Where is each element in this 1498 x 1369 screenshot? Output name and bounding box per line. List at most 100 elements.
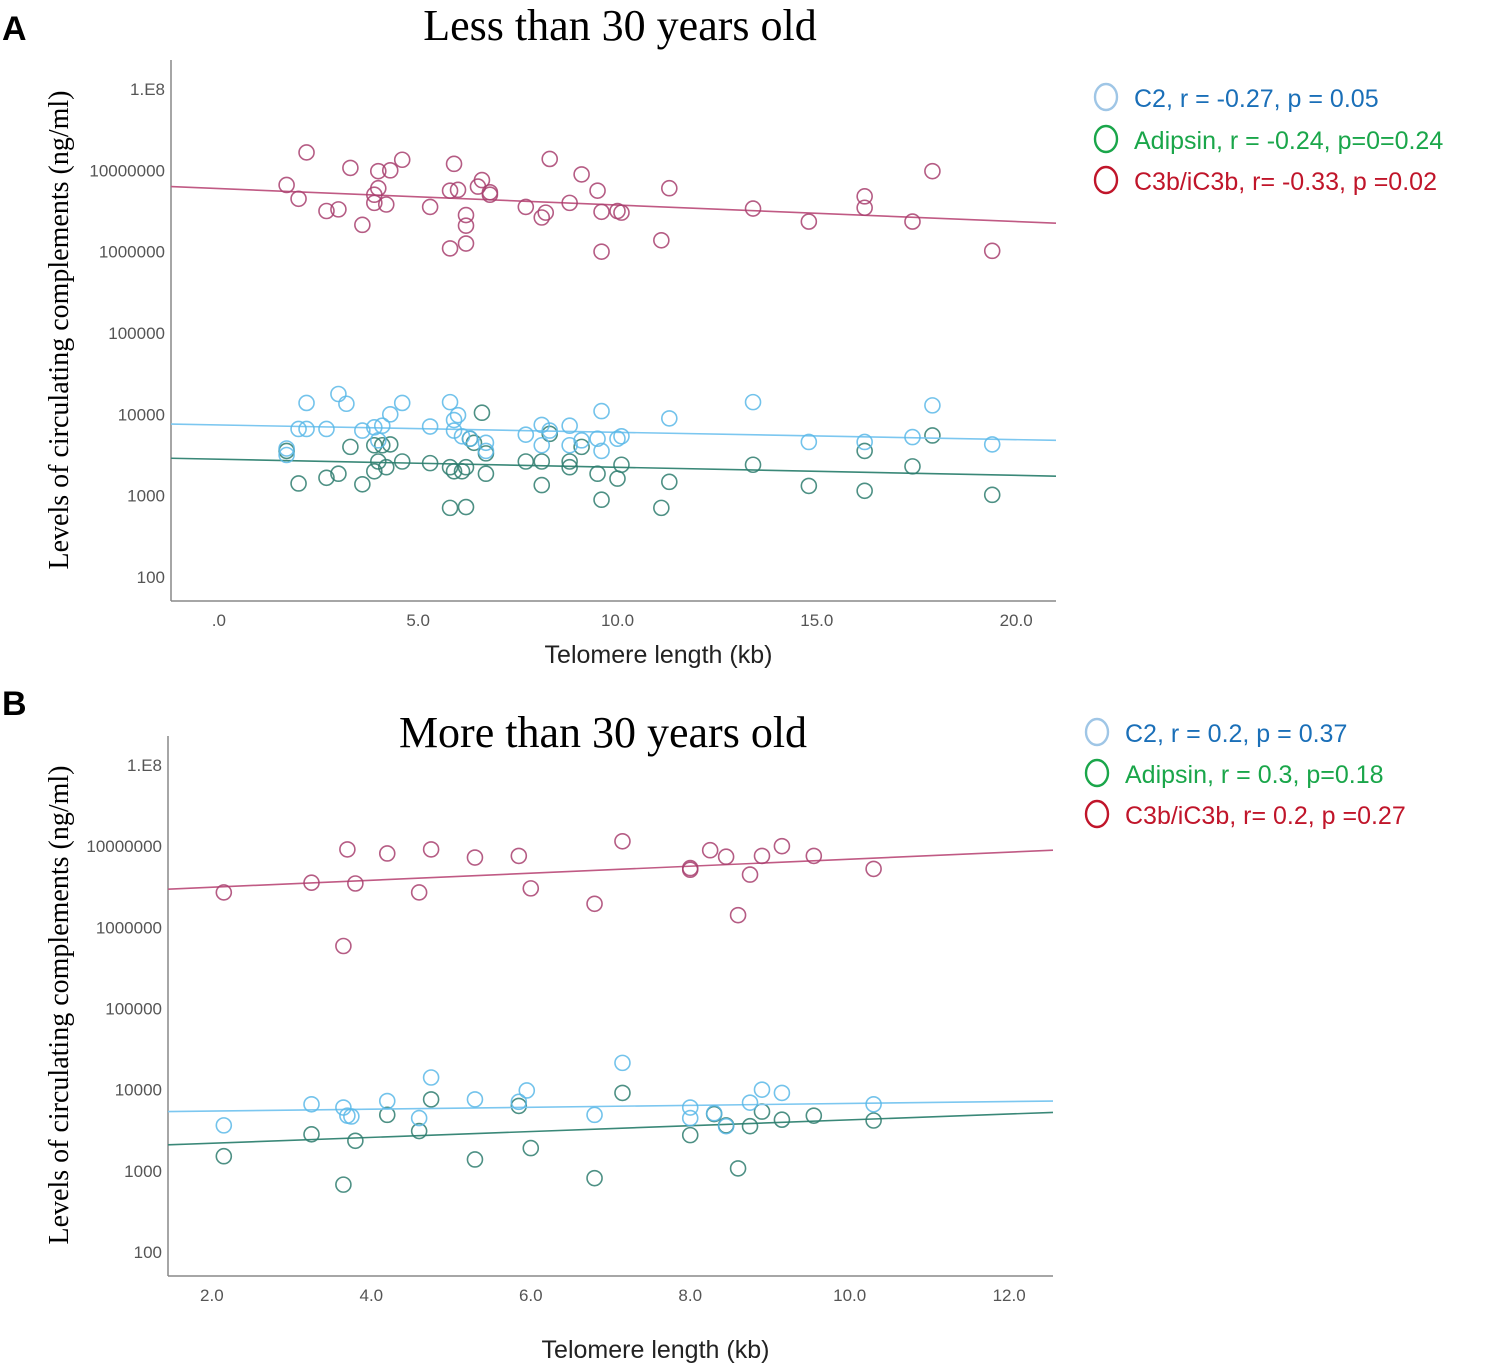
data-point-c2: [278, 440, 295, 457]
data-point-adipsin: [381, 436, 399, 453]
data-point-c3b: [661, 179, 678, 197]
data-point-c3b: [753, 847, 771, 865]
chart-title: More than 30 years old: [399, 708, 807, 757]
data-point-adipsin: [613, 456, 630, 474]
data-point-c3b: [744, 200, 762, 217]
data-point-adipsin: [533, 453, 551, 470]
data-point-adipsin: [366, 462, 383, 480]
data-point-c3b: [369, 179, 387, 197]
data-point-c3b: [856, 199, 873, 217]
data-point-adipsin: [904, 458, 921, 475]
y-tick-label: 100000: [108, 324, 165, 343]
data-point-c3b: [393, 151, 411, 169]
data-point-c3b: [441, 182, 459, 199]
data-point-c2: [741, 1094, 759, 1111]
data-point-c3b: [441, 240, 459, 257]
data-point-adipsin: [517, 453, 535, 470]
data-point-c2: [593, 402, 610, 420]
data-point-c3b: [904, 213, 921, 230]
data-point-c3b: [422, 841, 440, 858]
data-point-c2: [800, 433, 818, 451]
data-point-c3b: [298, 144, 315, 161]
data-point-adipsin: [983, 486, 1001, 504]
data-point-c3b: [517, 198, 535, 216]
data-point-c3b: [330, 201, 347, 218]
data-point-c2: [298, 394, 315, 412]
y-tick-label: 10000: [118, 405, 165, 424]
data-point-adipsin: [215, 1147, 233, 1165]
data-point-adipsin: [653, 499, 670, 517]
data-point-c3b: [377, 196, 395, 213]
data-point-c3b: [421, 198, 439, 216]
data-point-adipsin: [561, 458, 578, 476]
data-point-c3b: [457, 235, 475, 252]
data-point-c2: [904, 428, 921, 446]
data-point-c3b: [983, 242, 1001, 260]
x-axis-label: Telomere length (kb): [542, 1336, 770, 1364]
data-point-c2: [441, 393, 459, 411]
data-point-c2: [589, 430, 606, 448]
data-point-adipsin: [441, 458, 459, 476]
data-point-adipsin: [441, 499, 459, 517]
data-point-adipsin: [421, 454, 439, 472]
data-point-c3b: [378, 845, 396, 862]
data-point-c3b: [773, 837, 791, 855]
data-point-c2: [215, 1117, 233, 1134]
data-point-adipsin: [729, 1160, 747, 1177]
data-point-c2: [593, 442, 610, 460]
data-point-c3b: [865, 860, 882, 878]
data-point-adipsin: [856, 482, 873, 500]
data-point-adipsin: [533, 476, 551, 494]
legend-marker-c2: [1093, 82, 1119, 112]
data-point-c3b: [278, 176, 295, 194]
data-point-c2: [278, 446, 295, 464]
data-point-c3b: [347, 875, 364, 892]
data-point-adipsin: [741, 1117, 759, 1135]
data-point-c3b: [449, 181, 467, 199]
legend-label-adipsin: Adipsin, r = -0.24, p=0=0.24: [1134, 127, 1443, 155]
data-point-c2: [533, 436, 551, 454]
data-point-c2: [373, 417, 391, 435]
data-point-c2: [561, 417, 578, 435]
data-point-c2: [865, 1095, 882, 1113]
data-point-c2: [924, 397, 941, 414]
data-point-adipsin: [681, 1126, 699, 1144]
legend-label-c3b: C3b/iC3b, r= -0.33, p =0.02: [1134, 168, 1437, 196]
fit-line-adipsin: [167, 1111, 1054, 1146]
data-point-c3b: [537, 204, 555, 221]
x-tick-label: 6.0: [519, 1286, 543, 1305]
data-point-c2: [744, 393, 762, 411]
data-point-adipsin: [335, 1176, 352, 1193]
data-point-c3b: [573, 166, 590, 183]
x-tick-label: 10.0: [833, 1286, 866, 1305]
data-point-c3b: [381, 162, 399, 179]
data-point-c2: [298, 420, 315, 438]
data-point-adipsin: [593, 491, 610, 509]
data-point-c2: [517, 426, 535, 443]
data-point-c2: [753, 1081, 771, 1098]
x-tick-label: 15.0: [800, 611, 833, 630]
data-point-c3b: [856, 188, 873, 205]
data-point-adipsin: [589, 465, 606, 483]
data-point-adipsin: [378, 1106, 396, 1124]
data-point-c3b: [457, 217, 475, 234]
data-point-c2: [461, 430, 479, 448]
data-point-adipsin: [865, 1112, 882, 1129]
data-point-c3b: [729, 906, 747, 924]
data-point-adipsin: [330, 465, 347, 483]
y-tick-label: 1.E8: [130, 80, 165, 99]
data-point-c2: [466, 1091, 484, 1108]
fit-line-c2: [167, 1100, 1054, 1113]
data-point-c3b: [354, 216, 371, 234]
data-point-c3b: [369, 162, 387, 180]
data-point-c2: [477, 442, 495, 460]
data-point-c2: [586, 1106, 603, 1124]
data-point-c2: [422, 1069, 440, 1086]
data-point-adipsin: [773, 1111, 791, 1128]
data-point-c3b: [717, 848, 735, 866]
data-point-c2: [303, 1095, 320, 1113]
x-tick-label: 10.0: [601, 611, 634, 630]
data-point-c2: [681, 1099, 699, 1116]
data-point-adipsin: [410, 1122, 428, 1140]
